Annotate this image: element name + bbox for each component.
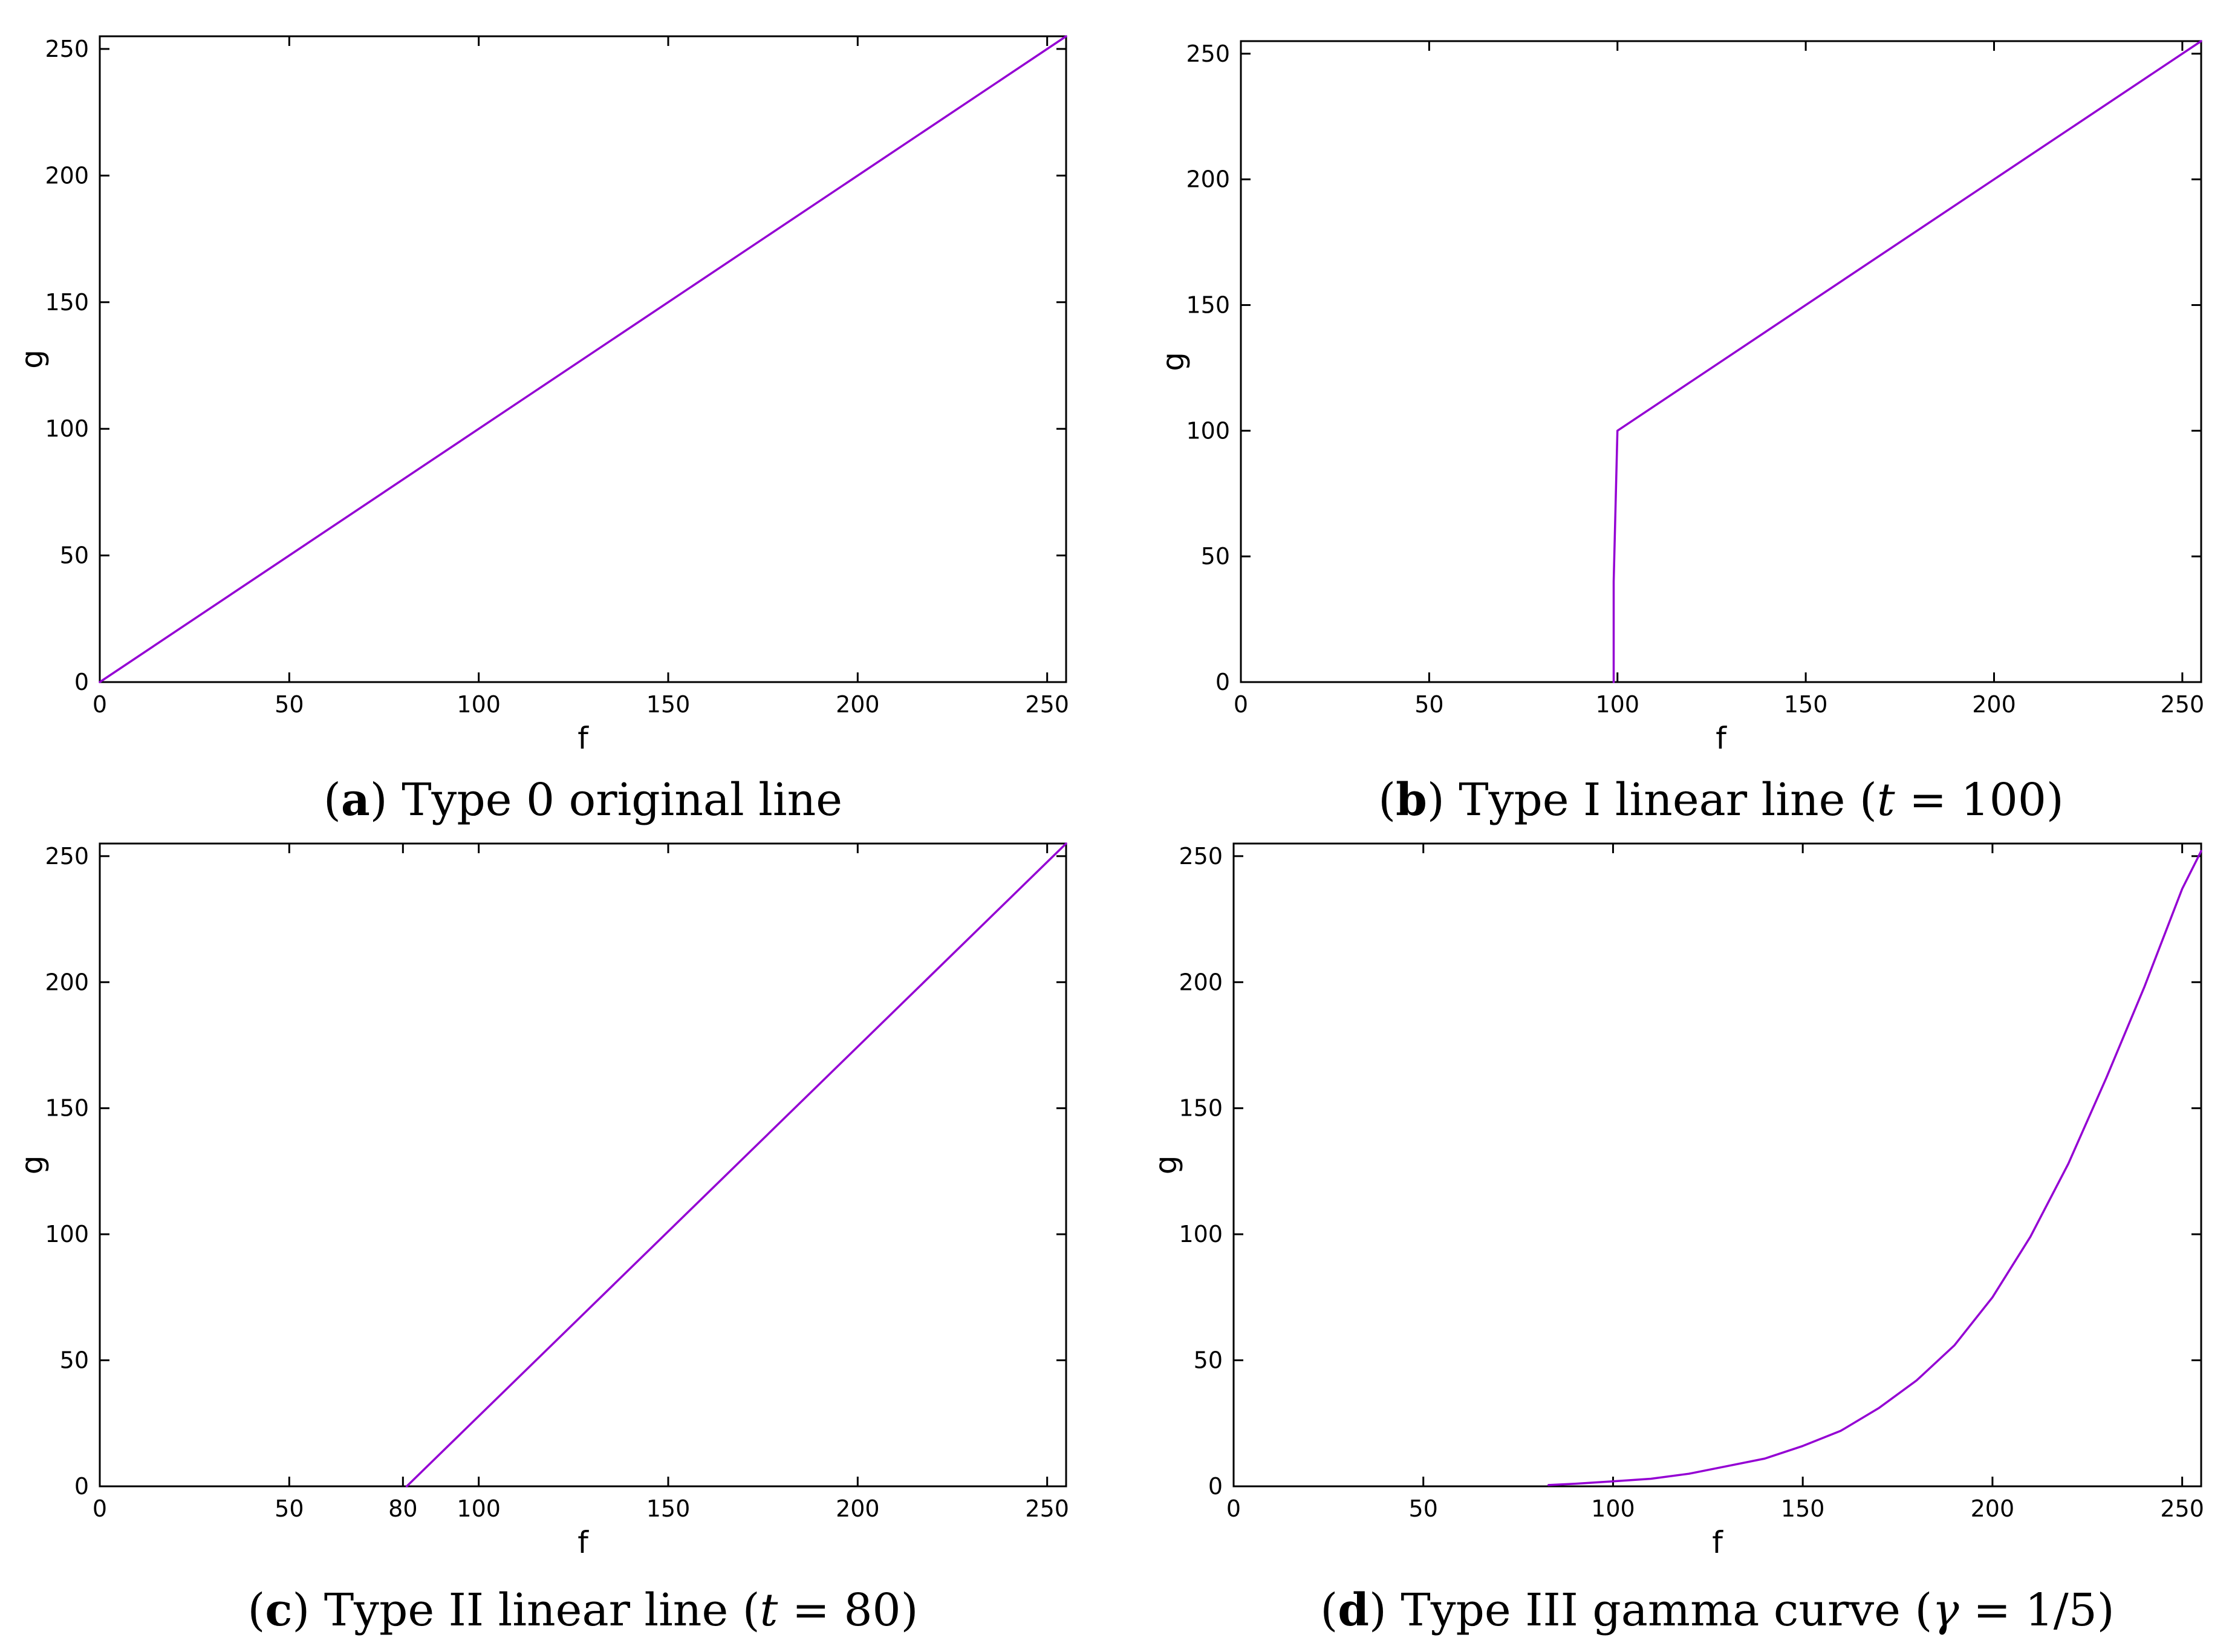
caption-b: (b) Type I linear line (t = 100): [1378, 774, 2064, 826]
y-tick-label-d-150: 150: [1179, 1095, 1223, 1122]
x-tick-label-a-50: 50: [275, 691, 304, 718]
y-axis-label-c: g: [15, 1156, 50, 1175]
x-tick-label-c-50: 50: [275, 1495, 304, 1522]
x-tick-label-d-250: 250: [2160, 1495, 2204, 1522]
axes-frame-a: [99, 35, 1067, 683]
caption-value-c: 80: [844, 1584, 900, 1636]
caption-param-c: t: [760, 1584, 778, 1636]
caption-letter-b: b: [1396, 774, 1427, 826]
y-tick-label-d-0: 0: [1208, 1473, 1223, 1500]
x-axis-label-c: f: [578, 1525, 589, 1560]
caption-text-a: Type 0 original line: [402, 774, 842, 826]
series-line-b-0: [1612, 40, 2202, 683]
x-axis-label-a: f: [578, 721, 589, 756]
y-tick-label-b-200: 200: [1186, 166, 1230, 193]
x-tick-label-a-200: 200: [836, 691, 880, 718]
y-tick-label-c-100: 100: [45, 1221, 89, 1247]
x-tick-label-c-80: 80: [388, 1495, 417, 1522]
x-tick-label-b-0: 0: [1234, 691, 1248, 718]
x-tick-label-b-100: 100: [1595, 691, 1639, 718]
y-tick-label-a-200: 200: [45, 162, 89, 189]
y-tick-label-c-200: 200: [45, 969, 89, 995]
x-tick-label-b-250: 250: [2161, 691, 2205, 718]
x-axis-label-d: f: [1712, 1525, 1723, 1560]
caption-param-b: t: [1877, 774, 1895, 826]
caption-a: (a) Type 0 original line: [324, 774, 842, 826]
x-tick-label-d-150: 150: [1781, 1495, 1825, 1522]
y-axis-label-a: g: [15, 350, 50, 369]
x-tick-label-a-100: 100: [457, 691, 501, 718]
panel-b: 0 50 100 150 200 250 0 50 100 150 200 250 f g (b) Type…: [1156, 40, 2205, 826]
caption-letter-c: c: [265, 1584, 292, 1636]
y-tick-label-c-50: 50: [60, 1347, 89, 1374]
y-tick-label-b-150: 150: [1186, 291, 1230, 318]
caption-letter-d: d: [1338, 1584, 1369, 1636]
x-tick-label-d-200: 200: [1971, 1495, 2015, 1522]
caption-text-c: Type II linear line: [324, 1584, 728, 1636]
x-tick-label-d-100: 100: [1591, 1495, 1635, 1522]
y-tick-label-b-50: 50: [1201, 543, 1230, 570]
y-tick-label-c-0: 0: [74, 1473, 89, 1500]
x-axis-label-b: f: [1716, 721, 1727, 756]
y-tick-label-a-100: 100: [45, 415, 89, 442]
caption-letter-a: a: [341, 774, 370, 826]
x-tick-label-b-200: 200: [1972, 691, 2016, 718]
axes-frame-c: [99, 842, 1067, 1488]
axes-frame-b: [1240, 40, 2202, 683]
x-tick-label-c-0: 0: [93, 1495, 107, 1522]
y-tick-label-d-200: 200: [1179, 969, 1223, 995]
x-tick-label-a-0: 0: [93, 691, 107, 718]
caption-param-d: γ: [1932, 1584, 1959, 1636]
x-tick-label-c-250: 250: [1025, 1495, 1069, 1522]
y-tick-label-c-250: 250: [45, 843, 89, 870]
y-tick-label-c-150: 150: [45, 1095, 89, 1122]
panel-d: 0 50 100 150 200 250 0 50 100 150 200 250 f g (d) Type…: [1148, 842, 2204, 1636]
y-tick-label-d-250: 250: [1179, 843, 1223, 870]
caption-text-d: Type III gamma curve: [1401, 1584, 1901, 1636]
panel-a: 0 50 100 150 200 250 0 50 100 150 200 250 f g (a) Type…: [15, 35, 1069, 826]
series-line-a-0: [99, 35, 1067, 683]
series-line-d-0: [1547, 850, 2202, 1486]
y-tick-label-b-100: 100: [1186, 417, 1230, 444]
x-tick-label-a-250: 250: [1025, 691, 1069, 718]
x-tick-label-b-50: 50: [1414, 691, 1443, 718]
caption-d: (d) Type III gamma curve (γ = 1/5): [1320, 1584, 2114, 1636]
x-tick-label-c-150: 150: [646, 1495, 691, 1522]
y-tick-label-a-150: 150: [45, 289, 89, 316]
x-tick-label-d-50: 50: [1409, 1495, 1438, 1522]
x-tick-label-d-0: 0: [1226, 1495, 1241, 1522]
caption-c: (c) Type II linear line (t = 80): [247, 1584, 918, 1636]
caption-value-d: 1/5: [2025, 1584, 2097, 1636]
x-tick-label-b-150: 150: [1784, 691, 1828, 718]
series-line-c-0: [405, 842, 1067, 1488]
y-tick-label-a-50: 50: [60, 542, 89, 569]
y-tick-label-a-0: 0: [74, 669, 89, 695]
caption-value-b: 100: [1961, 774, 2046, 826]
y-tick-label-a-250: 250: [45, 36, 89, 62]
y-tick-label-d-50: 50: [1194, 1347, 1223, 1374]
x-tick-label-c-200: 200: [836, 1495, 880, 1522]
y-tick-label-d-100: 100: [1179, 1221, 1223, 1247]
caption-text-b: Type I linear line: [1459, 774, 1845, 826]
y-tick-label-b-0: 0: [1215, 669, 1230, 695]
x-tick-label-a-150: 150: [646, 691, 691, 718]
y-axis-label-d: g: [1148, 1156, 1183, 1175]
y-axis-label-b: g: [1156, 352, 1191, 371]
x-tick-label-c-100: 100: [457, 1495, 501, 1522]
panel-c: 0 50 80 100 150 200 250 0 50 100 150 200 250 f g (c) Ty…: [15, 842, 1069, 1636]
axes-frame-d: [1232, 842, 2202, 1488]
y-tick-label-b-250: 250: [1186, 41, 1230, 67]
